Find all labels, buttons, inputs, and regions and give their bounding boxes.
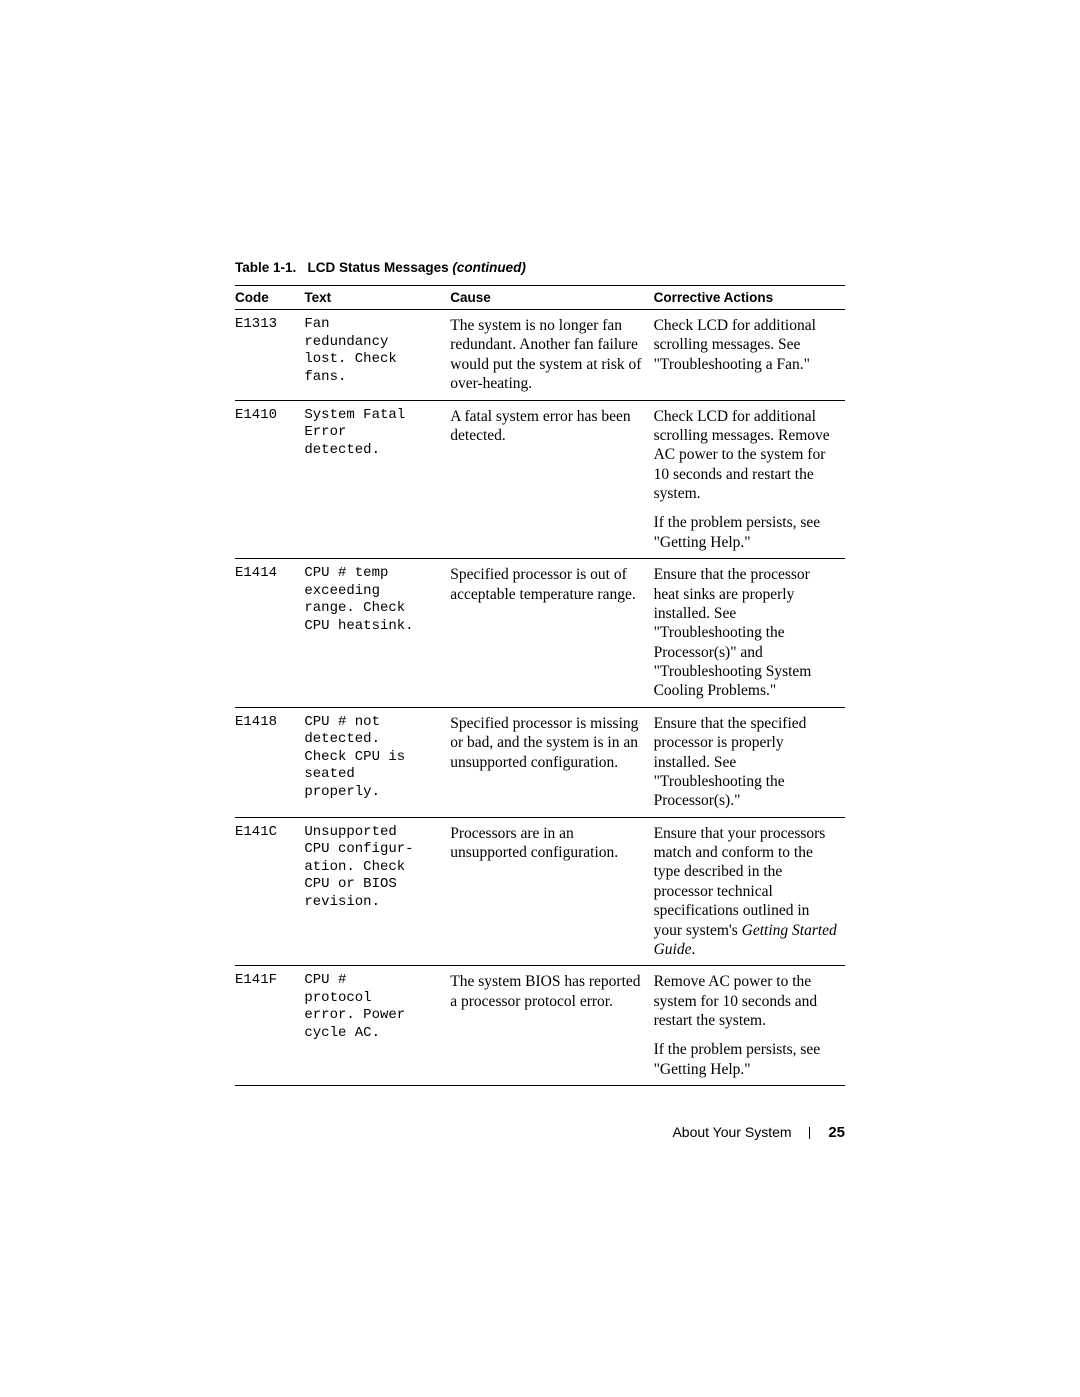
table-row: E141CUnsupported CPU configur- ation. Ch…	[235, 817, 845, 966]
cell-cause: The system is no longer fan redundant. A…	[450, 310, 653, 401]
cell-cause: Specified processor is out of acceptable…	[450, 559, 653, 708]
header-text: Text	[304, 286, 450, 310]
footer-separator	[809, 1127, 810, 1139]
footer-page-number: 25	[828, 1124, 845, 1141]
footer-section: About Your System	[672, 1124, 791, 1140]
cell-corrective: Ensure that the specified processor is p…	[654, 707, 845, 817]
cell-cause: The system BIOS has reported a processor…	[450, 966, 653, 1086]
cell-cause: Processors are in an unsupported configu…	[450, 817, 653, 966]
cell-code: E1414	[235, 559, 304, 708]
cell-corrective: Check LCD for additional scrolling messa…	[654, 400, 845, 559]
caption-suffix: (continued)	[452, 260, 526, 275]
table-row: E1414CPU # temp exceeding range. Check C…	[235, 559, 845, 708]
table-header-row: Code Text Cause Corrective Actions	[235, 286, 845, 310]
cell-code: E1418	[235, 707, 304, 817]
table-caption: Table 1-1. LCD Status Messages (continue…	[235, 260, 845, 275]
cell-text: CPU # temp exceeding range. Check CPU he…	[304, 559, 450, 708]
cell-text: CPU # protocol error. Power cycle AC.	[304, 966, 450, 1086]
header-corrective: Corrective Actions	[654, 286, 845, 310]
cell-corrective: Ensure that your processors match and co…	[654, 817, 845, 966]
cell-code: E1313	[235, 310, 304, 401]
cell-corrective: Ensure that the processor heat sinks are…	[654, 559, 845, 708]
cell-text: Fan redundancy lost. Check fans.	[304, 310, 450, 401]
cell-corrective: Remove AC power to the system for 10 sec…	[654, 966, 845, 1086]
cell-code: E1410	[235, 400, 304, 559]
caption-main: LCD Status Messages	[308, 260, 449, 275]
cell-text: Unsupported CPU configur- ation. Check C…	[304, 817, 450, 966]
page-footer: About Your System 25	[235, 1124, 845, 1141]
table-row: E1410System Fatal Error detected.A fatal…	[235, 400, 845, 559]
table-row: E1313Fan redundancy lost. Check fans.The…	[235, 310, 845, 401]
cell-text: CPU # not detected. Check CPU is seated …	[304, 707, 450, 817]
caption-prefix: Table 1-1.	[235, 260, 296, 275]
cell-text: System Fatal Error detected.	[304, 400, 450, 559]
header-code: Code	[235, 286, 304, 310]
cell-corrective: Check LCD for additional scrolling messa…	[654, 310, 845, 401]
header-cause: Cause	[450, 286, 653, 310]
document-page: Table 1-1. LCD Status Messages (continue…	[235, 260, 845, 1086]
table-row: E1418CPU # not detected. Check CPU is se…	[235, 707, 845, 817]
cell-cause: Specified processor is missing or bad, a…	[450, 707, 653, 817]
cell-code: E141C	[235, 817, 304, 966]
cell-cause: A fatal system error has been detected.	[450, 400, 653, 559]
table-row: E141FCPU # protocol error. Power cycle A…	[235, 966, 845, 1086]
status-messages-table: Code Text Cause Corrective Actions E1313…	[235, 285, 845, 1086]
cell-code: E141F	[235, 966, 304, 1086]
